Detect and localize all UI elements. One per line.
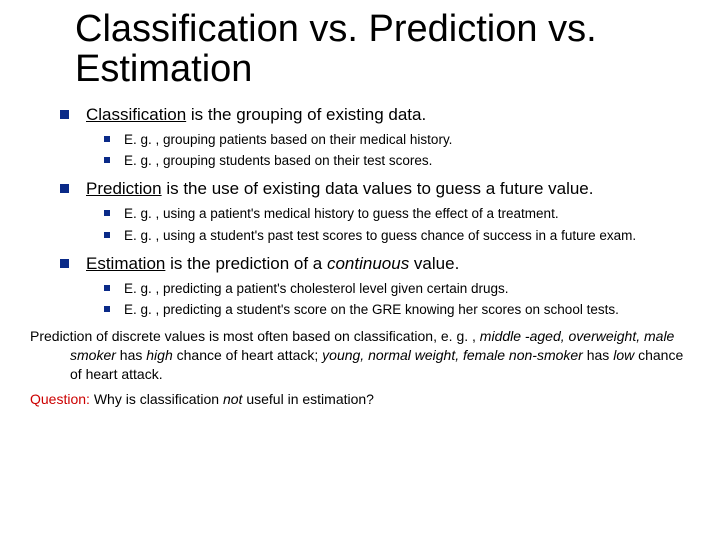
sub-list: E. g. , predicting a patient's cholester… (104, 280, 700, 319)
point-rest-post: value. (409, 254, 459, 273)
sub-list: E. g. , grouping patients based on their… (104, 131, 700, 170)
p1-c: chance of heart attack; (173, 347, 322, 363)
sub-item: E. g. , grouping students based on their… (104, 152, 700, 170)
question-para: Question: Why is classification not usef… (30, 390, 690, 409)
point-rest: is the use of existing data values to gu… (162, 179, 594, 198)
sub-item: E. g. , predicting a patient's cholester… (104, 280, 700, 298)
p1-b: has (116, 347, 146, 363)
sub-item: E. g. , grouping patients based on their… (104, 131, 700, 149)
bottom-paragraphs: Prediction of discrete values is most of… (30, 327, 690, 409)
q-em: not (223, 391, 242, 407)
sub-item: E. g. , using a patient's medical histor… (104, 205, 700, 223)
sub-list: E. g. , using a patient's medical histor… (104, 205, 700, 244)
p1-d: has (583, 347, 613, 363)
question-label: Question: (30, 391, 90, 407)
point-rest: is the grouping of existing data. (186, 105, 426, 124)
slide: Classification vs. Prediction vs. Estima… (0, 0, 720, 540)
p1-em2: high (146, 347, 172, 363)
discrete-prediction-para: Prediction of discrete values is most of… (30, 327, 690, 384)
p1-em4: low (613, 347, 634, 363)
bullet-list: Classification is the grouping of existi… (60, 104, 700, 320)
p1-em3: young, normal weight, female non-smoker (322, 347, 583, 363)
point-prediction: Prediction is the use of existing data v… (60, 178, 700, 245)
point-rest-pre: is the prediction of a (165, 254, 327, 273)
point-classification: Classification is the grouping of existi… (60, 104, 700, 171)
continuous-word: continuous (327, 254, 409, 273)
q-b: useful in estimation? (242, 391, 374, 407)
q-a: Why is classification (90, 391, 223, 407)
p1-a: Prediction of discrete values is most of… (30, 328, 480, 344)
sub-item: E. g. , using a student's past test scor… (104, 227, 700, 245)
point-estimation: Estimation is the prediction of a contin… (60, 253, 700, 320)
lead-word: Prediction (86, 179, 162, 198)
lead-word: Classification (86, 105, 186, 124)
lead-word: Estimation (86, 254, 165, 273)
sub-item: E. g. , predicting a student's score on … (104, 301, 700, 319)
slide-title: Classification vs. Prediction vs. Estima… (75, 10, 700, 90)
